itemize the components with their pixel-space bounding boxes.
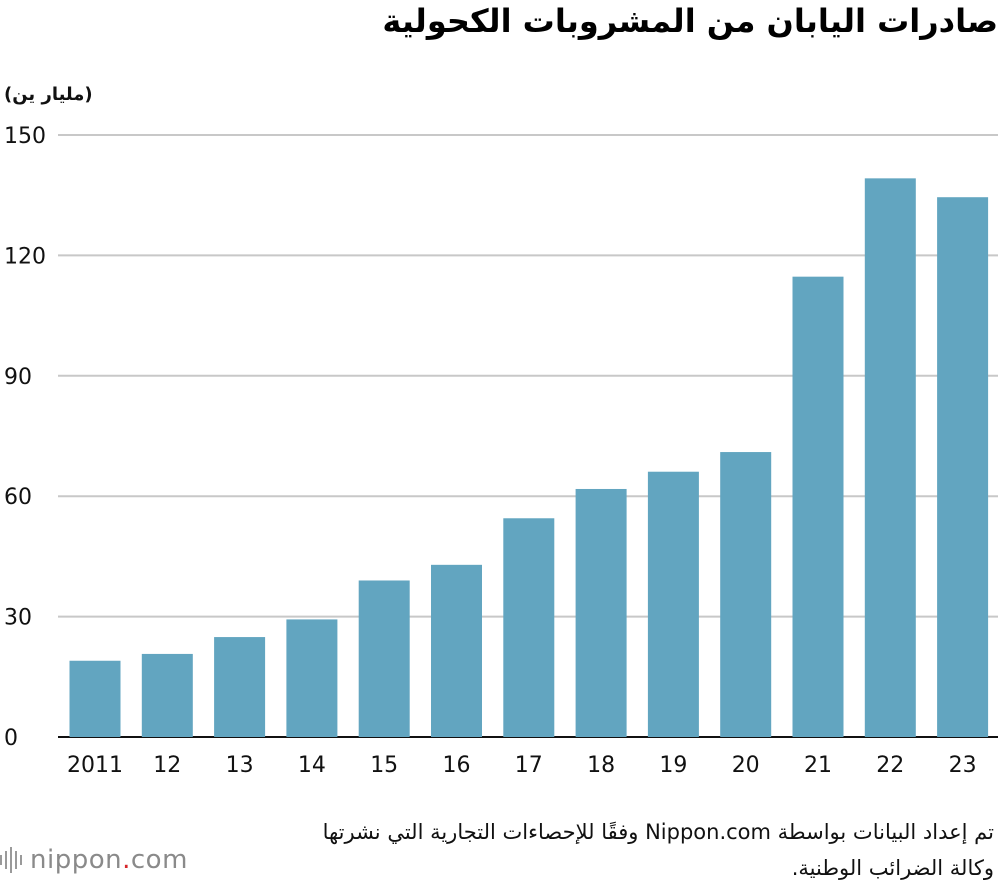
bar-2011 [69, 660, 121, 737]
x-tick-label: 16 [443, 753, 471, 778]
x-tick-label: 23 [949, 753, 977, 778]
chart-title: صادرات اليابان من المشروبات الكحولية [382, 2, 998, 40]
y-tick-label: 0 [4, 726, 18, 751]
x-tick-label: 2011 [67, 753, 123, 778]
bars [69, 178, 989, 737]
bar-21 [792, 276, 844, 737]
x-tick-label: 22 [876, 753, 904, 778]
bar-14 [286, 619, 338, 737]
y-tick-label: 120 [4, 244, 46, 269]
nippon-logo: nippon.com [0, 842, 188, 878]
y-tick-label: 150 [4, 124, 46, 149]
y-tick-label: 30 [4, 606, 32, 631]
y-axis-unit-label: (مليار ين) [4, 84, 93, 105]
x-tick-labels: 2011 12 13 14 15 16 17 18 19 20 21 22 23 [67, 753, 977, 778]
bar-15 [358, 580, 410, 737]
logo-wordmark: nippon.com [30, 845, 188, 875]
bar-23 [937, 197, 989, 737]
x-tick-label: 12 [153, 753, 181, 778]
logo-mark-icon [0, 847, 22, 873]
x-tick-label: 18 [587, 753, 615, 778]
x-tick-label: 19 [659, 753, 687, 778]
x-tick-label: 21 [804, 753, 832, 778]
y-tick-labels: 0 30 60 90 120 150 [4, 124, 46, 751]
bar-chart: 0 30 60 90 120 150 2011 12 13 14 15 16 17 18 19 20 21 22… [4, 124, 998, 778]
bar-16 [431, 564, 482, 737]
x-tick-label: 20 [732, 753, 760, 778]
bar-22 [864, 178, 916, 737]
bar-17 [503, 518, 555, 737]
x-tick-label: 15 [370, 753, 398, 778]
bar-12 [141, 653, 193, 737]
x-tick-label: 17 [515, 753, 543, 778]
x-tick-label: 14 [298, 753, 326, 778]
y-tick-label: 60 [4, 485, 32, 510]
bar-19 [647, 471, 699, 737]
bar-13 [214, 637, 266, 737]
y-tick-label: 90 [4, 365, 32, 390]
x-tick-label: 13 [226, 753, 254, 778]
source-note: تم إعداد البيانات بواسطة Nippon.com وفقً… [322, 820, 994, 880]
bar-18 [575, 488, 627, 737]
bar-20 [720, 452, 772, 737]
